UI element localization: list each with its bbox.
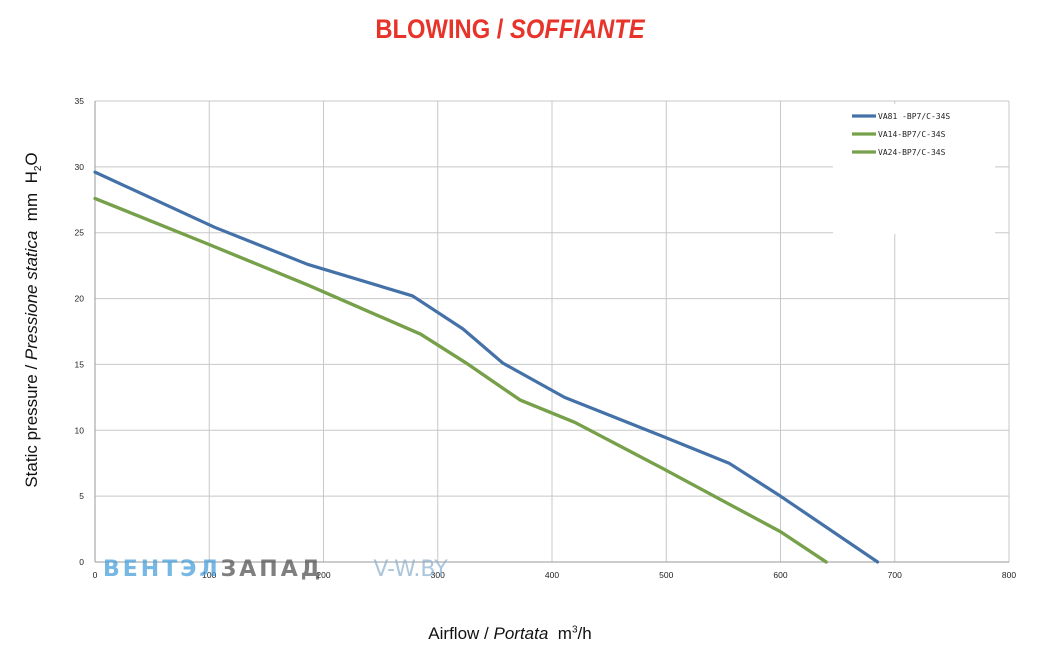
series-line [93, 196, 828, 564]
y-label-unit: mm H2O [21, 152, 45, 222]
y-label-italic: Pressione statica [21, 230, 41, 361]
x-tick-label: 500 [659, 570, 673, 580]
x-tick-label: 600 [773, 570, 787, 580]
series-line [93, 170, 880, 564]
title-main: BLOWING / [375, 14, 504, 44]
y-tick-label: 20 [75, 294, 85, 304]
x-tick-label: 300 [431, 570, 445, 580]
y-tick-label: 25 [75, 228, 85, 238]
y-tick-label: 10 [75, 425, 85, 435]
x-tick-label: 100 [202, 570, 216, 580]
legend: VA81 -BP7/C-34S VA14-BP7/C-34S VA24-BP7/C-… [833, 104, 995, 234]
y-tick-label: 15 [75, 359, 85, 369]
x-tick-label: 700 [888, 570, 902, 580]
x-axis-label: Airflow / Portata m3/h [428, 624, 591, 644]
y-tick-label: 35 [75, 96, 85, 106]
chart-title: BLOWING / SOFFIANTE [61, 14, 959, 45]
y-tick-label: 0 [79, 557, 84, 567]
title-italic: SOFFIANTE [510, 14, 645, 44]
x-tick-label: 800 [1002, 570, 1016, 580]
y-tick-label: 5 [79, 491, 84, 501]
watermark-part2: ЗАПАД [220, 557, 324, 582]
x-label-main: Airflow / [428, 624, 489, 643]
x-tick-label: 200 [316, 570, 330, 580]
watermark-part1: ВЕНТЭЛ [103, 557, 221, 582]
x-label-unit: m3/h [557, 624, 592, 643]
axes [94, 101, 1009, 563]
y-tick-label: 30 [75, 162, 85, 172]
x-tick-label: 0 [93, 570, 98, 580]
watermark-part3: V-W.BY [373, 557, 448, 582]
x-label-italic: Portata [493, 624, 549, 643]
watermark: ВЕНТЭЛЗАПАД V-W.BY [103, 557, 448, 582]
legend-entry: VA14-BP7/C-34S [878, 130, 946, 139]
y-axis-label: Static pressure / Pressione statica mm H… [22, 152, 44, 487]
legend-box [833, 104, 995, 234]
tick-labels: 0 5 10 15 20 25 30 35 0 100 200 300 400 500 600 700 800 [75, 96, 1017, 580]
legend-entry: VA24-BP7/C-34S [878, 148, 946, 157]
series-lines [93, 170, 880, 564]
legend-entry: VA81 -BP7/C-34S [878, 112, 950, 121]
y-label-main: Static pressure / [21, 364, 41, 488]
x-tick-label: 400 [545, 570, 559, 580]
grid [95, 100, 1010, 562]
series-line [93, 196, 828, 564]
